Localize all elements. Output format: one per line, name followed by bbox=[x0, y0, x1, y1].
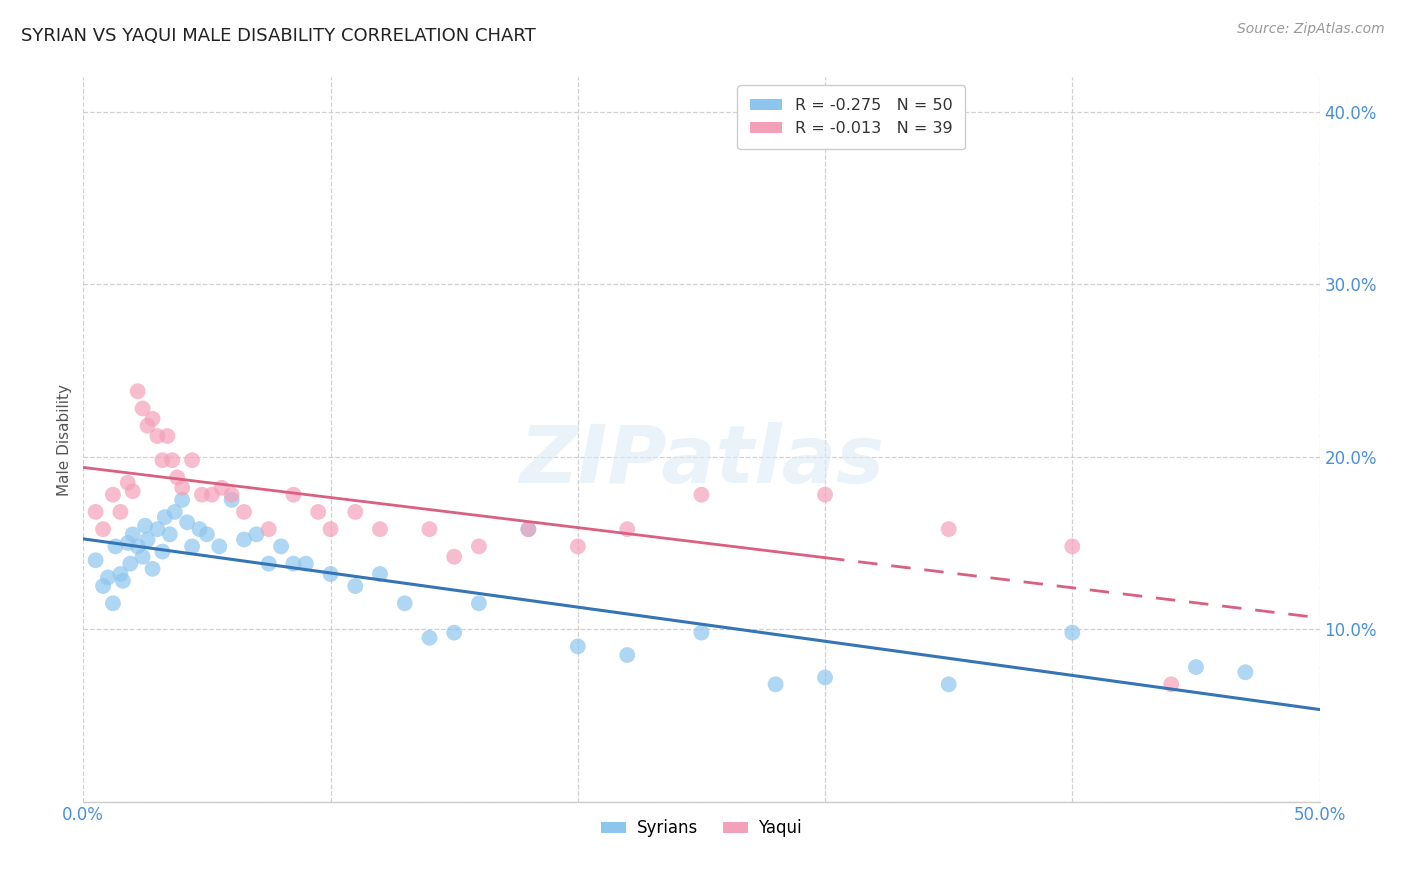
Point bbox=[245, 527, 267, 541]
Point bbox=[319, 566, 342, 581]
Point bbox=[117, 475, 139, 490]
Point bbox=[84, 505, 107, 519]
Point bbox=[221, 492, 243, 507]
Point bbox=[152, 453, 174, 467]
Point bbox=[104, 540, 127, 554]
Point bbox=[1062, 625, 1084, 640]
Point bbox=[233, 533, 256, 547]
Point bbox=[97, 570, 120, 584]
Point bbox=[120, 557, 142, 571]
Point bbox=[814, 670, 837, 684]
Point bbox=[233, 505, 256, 519]
Point bbox=[690, 488, 713, 502]
Point bbox=[938, 522, 960, 536]
Point bbox=[344, 505, 367, 519]
Point bbox=[368, 522, 391, 536]
Point bbox=[159, 527, 181, 541]
Point bbox=[117, 536, 139, 550]
Point bbox=[938, 677, 960, 691]
Point bbox=[1234, 665, 1257, 680]
Point bbox=[765, 677, 787, 691]
Point bbox=[191, 488, 214, 502]
Point bbox=[121, 527, 143, 541]
Point bbox=[111, 574, 134, 588]
Point bbox=[146, 429, 169, 443]
Point bbox=[1062, 540, 1084, 554]
Point bbox=[616, 522, 638, 536]
Point bbox=[127, 540, 149, 554]
Point bbox=[195, 527, 218, 541]
Point bbox=[221, 488, 243, 502]
Legend: Syrians, Yaqui: Syrians, Yaqui bbox=[595, 813, 808, 844]
Point bbox=[443, 625, 465, 640]
Point bbox=[517, 522, 540, 536]
Point bbox=[319, 522, 342, 536]
Point bbox=[368, 566, 391, 581]
Point bbox=[1185, 660, 1208, 674]
Point bbox=[131, 549, 153, 564]
Point bbox=[181, 453, 204, 467]
Point bbox=[181, 540, 204, 554]
Point bbox=[567, 540, 589, 554]
Point bbox=[418, 631, 440, 645]
Point bbox=[141, 562, 163, 576]
Point bbox=[110, 505, 132, 519]
Point bbox=[1160, 677, 1182, 691]
Point bbox=[153, 510, 176, 524]
Point bbox=[110, 566, 132, 581]
Point bbox=[295, 557, 318, 571]
Point bbox=[141, 412, 163, 426]
Point bbox=[814, 488, 837, 502]
Point bbox=[208, 540, 231, 554]
Text: SYRIAN VS YAQUI MALE DISABILITY CORRELATION CHART: SYRIAN VS YAQUI MALE DISABILITY CORRELAT… bbox=[21, 27, 536, 45]
Y-axis label: Male Disability: Male Disability bbox=[58, 384, 72, 496]
Point bbox=[616, 648, 638, 662]
Point bbox=[344, 579, 367, 593]
Point bbox=[172, 481, 194, 495]
Point bbox=[283, 488, 305, 502]
Point bbox=[257, 522, 280, 536]
Point bbox=[172, 492, 194, 507]
Point bbox=[176, 515, 198, 529]
Point bbox=[146, 522, 169, 536]
Text: ZIPatlas: ZIPatlas bbox=[519, 422, 884, 500]
Point bbox=[131, 401, 153, 416]
Point bbox=[307, 505, 329, 519]
Point bbox=[283, 557, 305, 571]
Point bbox=[162, 453, 184, 467]
Point bbox=[517, 522, 540, 536]
Point bbox=[91, 522, 114, 536]
Point bbox=[567, 640, 589, 654]
Point bbox=[84, 553, 107, 567]
Point bbox=[166, 470, 188, 484]
Point bbox=[418, 522, 440, 536]
Point bbox=[136, 533, 159, 547]
Point bbox=[101, 488, 124, 502]
Point bbox=[127, 384, 149, 399]
Point bbox=[156, 429, 179, 443]
Text: Source: ZipAtlas.com: Source: ZipAtlas.com bbox=[1237, 22, 1385, 37]
Point bbox=[152, 544, 174, 558]
Point bbox=[91, 579, 114, 593]
Point bbox=[101, 596, 124, 610]
Point bbox=[394, 596, 416, 610]
Point bbox=[257, 557, 280, 571]
Point bbox=[211, 481, 233, 495]
Point bbox=[201, 488, 224, 502]
Point bbox=[136, 418, 159, 433]
Point bbox=[443, 549, 465, 564]
Point bbox=[468, 540, 491, 554]
Point bbox=[468, 596, 491, 610]
Point bbox=[188, 522, 211, 536]
Point bbox=[690, 625, 713, 640]
Point bbox=[121, 484, 143, 499]
Point bbox=[163, 505, 186, 519]
Point bbox=[270, 540, 292, 554]
Point bbox=[134, 518, 156, 533]
